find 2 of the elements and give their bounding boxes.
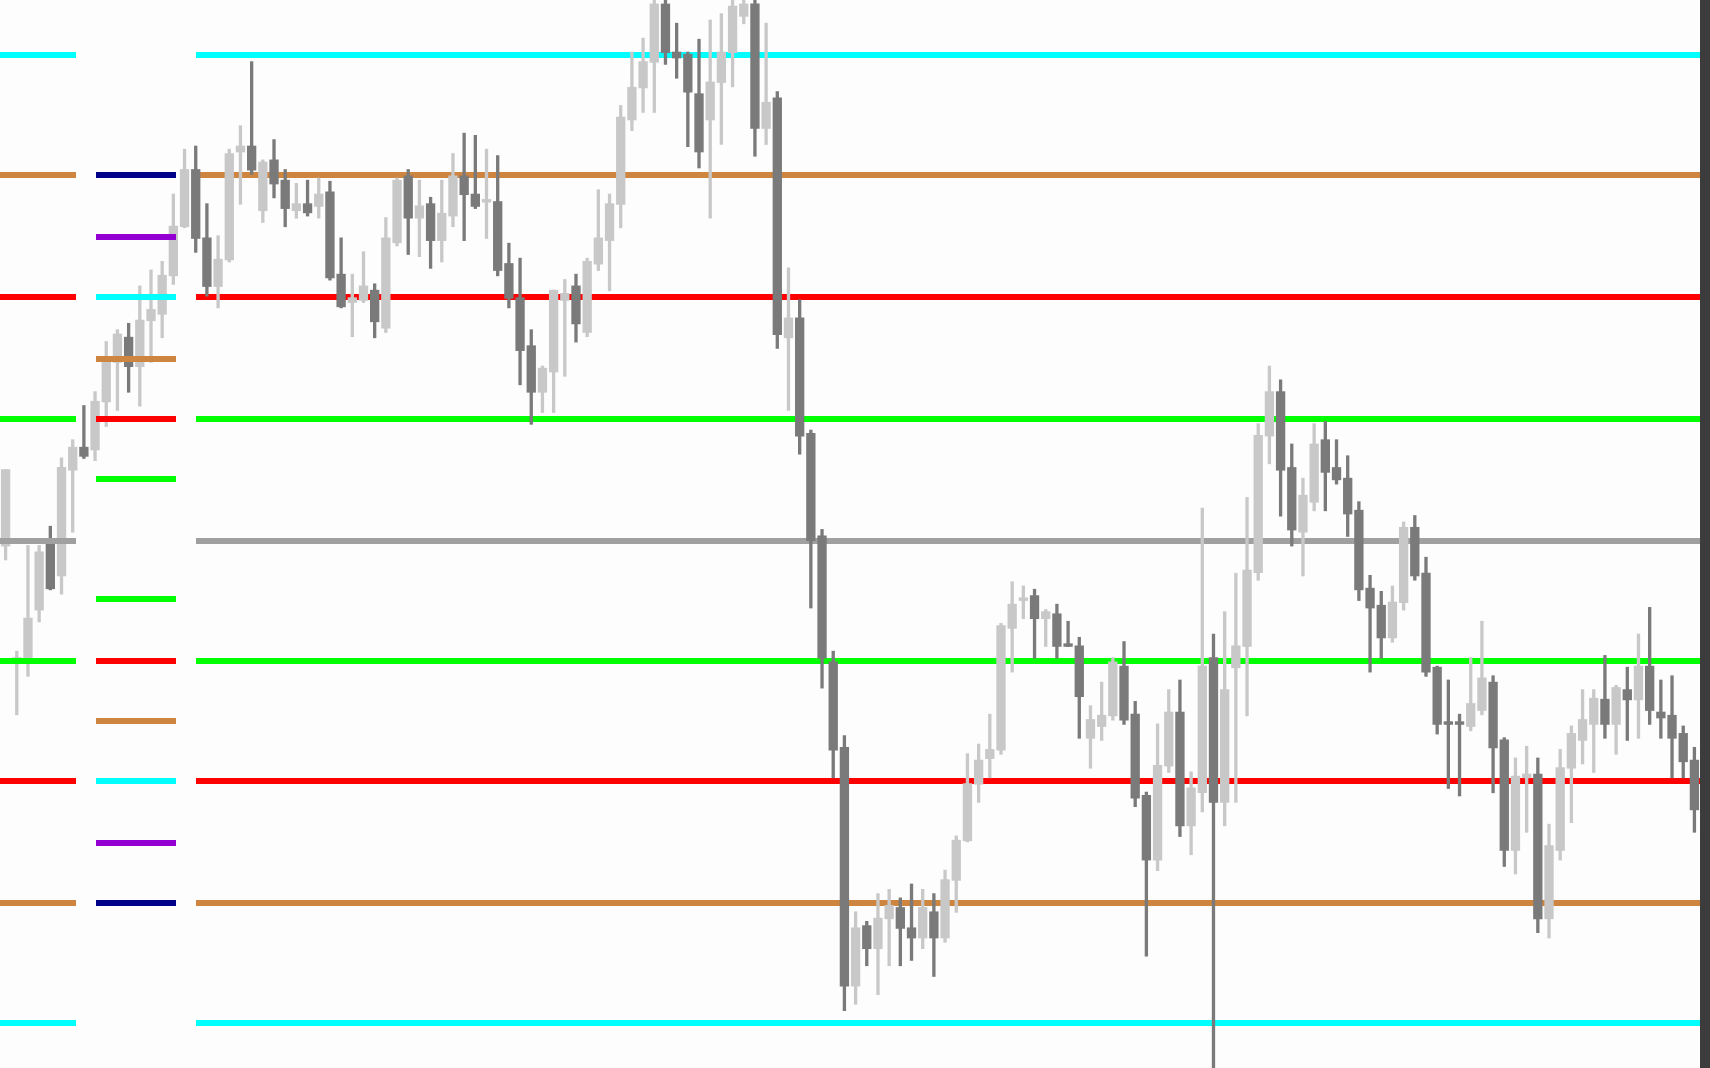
candlestick bbox=[79, 405, 89, 459]
candlestick bbox=[761, 22, 771, 145]
